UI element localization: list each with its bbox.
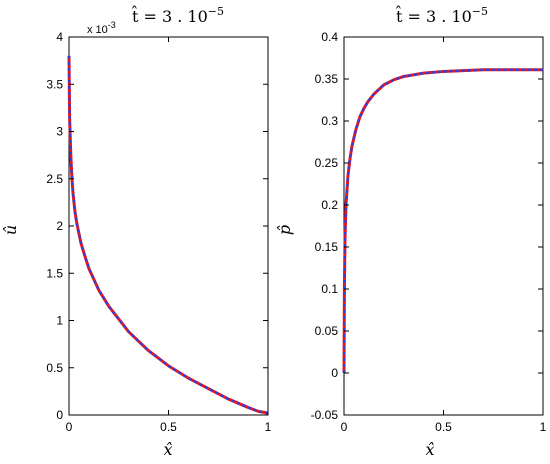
- x-tick-label: 1: [265, 420, 272, 434]
- x-tick-label: 0: [66, 420, 73, 434]
- y-tick-label: 0.05: [315, 324, 339, 338]
- left-x-axis-label: x̂: [163, 440, 172, 459]
- left-axes-box: [68, 36, 269, 416]
- y-tick-label: 0.4: [321, 30, 338, 44]
- y-tick-label: 0.25: [315, 156, 339, 170]
- y-tick-label: 0: [331, 366, 338, 380]
- left-y-exponent-label: x 10-3: [87, 20, 116, 36]
- series-line-blue: [342, 68, 543, 374]
- y-tick-label: 0.2: [321, 198, 338, 212]
- y-tick-label: 0.1: [321, 282, 338, 296]
- right-y-ticks: -0.05 0 0.05 0.1 0.15 0.2 0.25 0.3 0.35 0.4: [311, 30, 543, 422]
- left-y-axis-label: û: [1, 225, 20, 235]
- right-chart: 0 0.5 1 -0.0500.050.10.150.20.250.30.350.4…: [275, 5, 547, 459]
- x-tick-label: 0: [341, 420, 348, 434]
- y-tick-label: 2.5: [46, 172, 63, 186]
- left-plot-lines: [67, 55, 269, 415]
- right-plot-lines: [342, 68, 543, 374]
- y-tick-label: 0.5: [46, 361, 63, 375]
- right-x-ticks: 0 0.5 1: [341, 37, 547, 434]
- y-tick-label: 2: [56, 219, 63, 233]
- y-tick-label: 1.5: [46, 266, 63, 280]
- left-x-ticks: 0 0.5 1: [66, 37, 272, 434]
- left-chart: 0 0.5 1 00.511.522.533.54 t̂ = 3 . 10−5 x …: [1, 5, 272, 459]
- right-y-axis-label: p̂: [275, 225, 294, 235]
- series-line-red: [67, 55, 269, 415]
- x-tick-label: 0.5: [435, 420, 452, 434]
- y-tick-label: 0.3: [321, 114, 338, 128]
- y-tick-label: 0: [56, 408, 63, 422]
- y-tick-label: 3: [56, 125, 63, 139]
- y-tick-label: 1: [56, 314, 63, 328]
- y-tick-label: 0.35: [315, 72, 339, 86]
- left-y-ticks: 0 0.5 1 1.5 2 2.5 3 3.5 4: [46, 30, 268, 422]
- y-tick-label: 3.5: [46, 77, 63, 91]
- y-tick-label: 4: [56, 30, 63, 44]
- y-tick-label: 0.15: [315, 240, 339, 254]
- left-chart-title: t̂ = 3 . 10−5: [131, 5, 224, 26]
- x-tick-label: 1: [540, 420, 547, 434]
- x-tick-label: 0.5: [160, 420, 177, 434]
- right-x-axis-label: x̂: [425, 440, 434, 459]
- y-tick-label: -0.05: [311, 408, 339, 422]
- right-chart-title: t̂ = 3 . 10−5: [395, 5, 488, 26]
